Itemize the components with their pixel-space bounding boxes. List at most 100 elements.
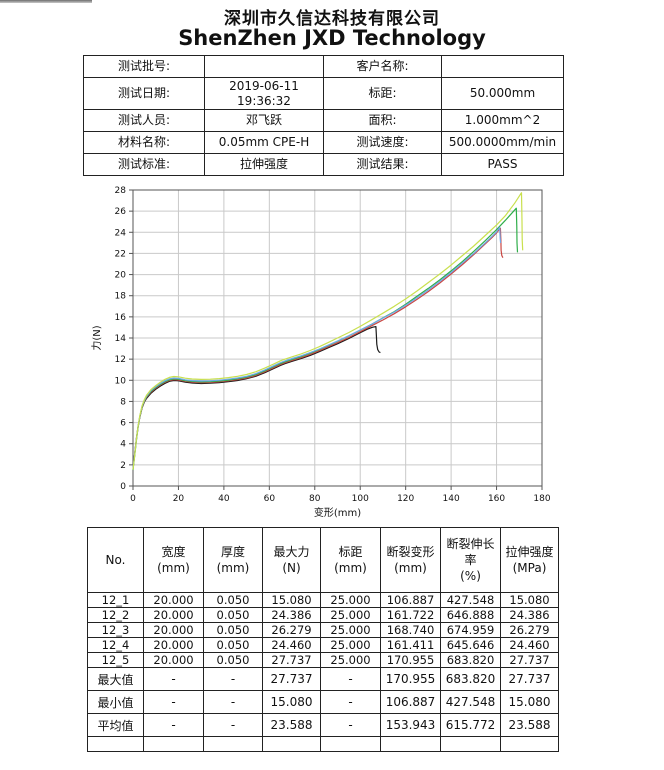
y-tick-label: 14 (115, 334, 127, 344)
summary-cell: - (203, 690, 263, 714)
summary-label (87, 736, 144, 752)
specimen-id: 12_4 (87, 637, 144, 653)
x-tick-label: 180 (533, 494, 550, 504)
results-table: No. 宽度 (mm) 厚度 (mm) 最大力 (N) 标距 (mm) 断裂变形 (mm)… (87, 527, 559, 752)
results-header-cell: 宽度 (mm) (143, 527, 204, 593)
results-cell: 24.460 (262, 637, 321, 653)
results-row: 12_2 20.000 0.050 24.386 25.000 161.722 646.88… (87, 607, 559, 623)
results-cell: 25.000 (320, 637, 381, 653)
results-header-cell: 拉伸强度 (MPa) (500, 527, 559, 593)
y-tick-label: 18 (115, 292, 127, 302)
info-row: 材料名称: 0.05mm CPE-H 测试速度: 500.0000mm/min (83, 131, 564, 154)
info-value (204, 55, 324, 78)
results-header-cell: 厚度 (mm) (203, 527, 263, 593)
summary-cell (380, 736, 441, 752)
summary-cell: - (143, 713, 204, 737)
y-tick-label: 10 (115, 376, 127, 386)
summary-cell: 106.887 (380, 690, 441, 714)
info-label: 测试标准: (83, 153, 205, 176)
results-cell: 15.080 (500, 592, 559, 608)
y-tick-label: 4 (120, 440, 126, 450)
info-value (441, 55, 564, 78)
y-tick-label: 26 (115, 207, 127, 217)
results-cell: 25.000 (320, 607, 381, 623)
results-cell: 24.460 (500, 637, 559, 653)
summary-cell: 170.955 (380, 667, 441, 691)
results-header-cell: 断裂变形 (mm) (380, 527, 441, 593)
results-header-cell: 最大力 (N) (262, 527, 321, 593)
info-label: 测试结果: (323, 153, 442, 176)
results-cell: 26.279 (262, 622, 321, 638)
curve-12_5 (132, 192, 524, 470)
summary-cell: - (143, 667, 204, 691)
results-cell: 27.737 (262, 652, 321, 668)
y-tick-label: 6 (120, 419, 126, 429)
info-label: 面积: (323, 109, 442, 132)
summary-label: 最小值 (87, 690, 144, 714)
results-cell: 0.050 (203, 652, 263, 668)
summary-cell: 27.737 (262, 667, 321, 691)
results-cell: 20.000 (143, 592, 204, 608)
results-cell: 106.887 (380, 592, 441, 608)
screenshot-edge-artifact (0, 0, 92, 3)
summary-cell: - (320, 690, 381, 714)
summary-cell (500, 736, 559, 752)
info-value: 50.000mm (441, 77, 564, 110)
summary-cell (203, 736, 263, 752)
company-title-english: ShenZhen JXD Technology (178, 26, 486, 50)
company-title-chinese: 深圳市久信达科技有限公司 (224, 9, 440, 29)
y-axis-title: 力(N) (90, 325, 103, 350)
y-tick-label: 8 (120, 397, 126, 407)
info-value: 0.05mm CPE-H (204, 131, 324, 154)
info-row: 测试标准: 拉伸强度 测试结果: PASS (83, 153, 564, 176)
y-tick-label: 16 (115, 313, 127, 323)
info-label: 测试批号: (83, 55, 205, 78)
empty-row (87, 736, 559, 752)
y-tick-label: 0 (120, 482, 126, 492)
curve-12_1 (132, 326, 381, 468)
summary-cell: - (320, 713, 381, 737)
info-row: 测试日期: 2019-06-11 19:36:32 标距: 50.000mm (83, 77, 564, 110)
y-tick-label: 2 (120, 461, 126, 471)
info-label: 标距: (323, 77, 442, 110)
results-cell: 427.548 (440, 592, 501, 608)
y-tick-label: 24 (115, 228, 127, 238)
summary-row: 平均值 - -23.588-153.943 615.772 23.588 (87, 713, 559, 737)
y-tick-label: 20 (115, 271, 127, 281)
info-label: 测试速度: (323, 131, 442, 154)
summary-label: 平均值 (87, 713, 144, 737)
info-value: 邓飞跃 (204, 109, 324, 132)
results-cell: 0.050 (203, 592, 263, 608)
info-label: 测试日期: (83, 77, 205, 110)
results-cell: 161.722 (380, 607, 441, 623)
summary-cell (262, 736, 321, 752)
results-header-cell: 断裂伸长率 (%) (440, 527, 501, 593)
results-cell: 25.000 (320, 592, 381, 608)
x-tick-label: 140 (443, 494, 460, 504)
info-row: 测试批号: 客户名称: (83, 55, 564, 78)
curve-12_4 (132, 226, 502, 469)
results-row: 12_3 20.000 0.050 26.279 25.000 168.740 674.95… (87, 622, 559, 638)
curve-12_2 (132, 227, 504, 470)
results-header-cell: 标距 (mm) (320, 527, 381, 593)
x-tick-label: 0 (130, 494, 136, 504)
results-cell: 168.740 (380, 622, 441, 638)
results-cell: 0.050 (203, 637, 263, 653)
summary-cell: - (203, 667, 263, 691)
results-cell: 20.000 (143, 622, 204, 638)
summary-cell: 15.080 (500, 690, 559, 714)
results-cell: 27.737 (500, 652, 559, 668)
results-cell: 0.050 (203, 622, 263, 638)
x-tick-label: 80 (309, 494, 321, 504)
x-tick-label: 120 (397, 494, 414, 504)
results-cell: 20.000 (143, 607, 204, 623)
info-value: 500.0000mm/min (441, 131, 564, 154)
info-value: 1.000mm^2 (441, 109, 564, 132)
info-label: 材料名称: (83, 131, 205, 154)
summary-cell: - (143, 690, 204, 714)
results-cell: 26.279 (500, 622, 559, 638)
results-cell: 20.000 (143, 637, 204, 653)
results-row: 12_5 20.000 0.050 27.737 25.000 170.955 683.82… (87, 652, 559, 668)
